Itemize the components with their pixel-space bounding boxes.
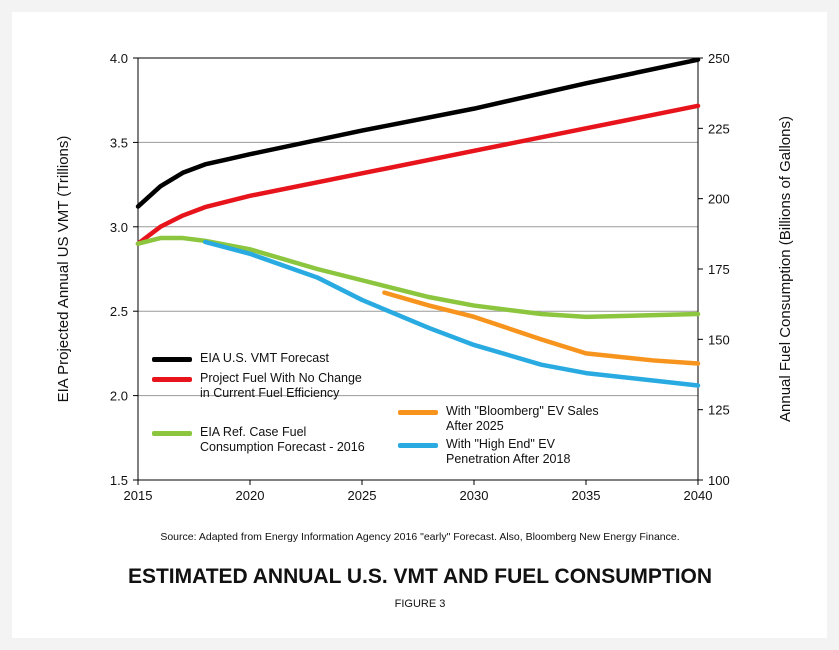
legend-swatch <box>152 377 192 382</box>
legend-swatch <box>152 357 192 362</box>
x-tick-label: 2035 <box>572 488 601 503</box>
y2-tick-label: 225 <box>708 121 730 136</box>
source: Source: Adapted from Energy Information … <box>160 531 679 543</box>
chart-subtitle: FIGURE 3 <box>395 598 446 610</box>
legend-label: With "Bloomberg" EV Sales After 2025 <box>446 404 599 433</box>
legend-label: With "High End" EV Penetration After 201… <box>446 437 571 466</box>
y2-tick-label: 250 <box>708 51 730 66</box>
series-line <box>135 235 701 320</box>
legend-label: EIA Ref. Case Fuel Consumption Forecast … <box>200 425 365 454</box>
x-tick-label: 2040 <box>684 488 713 503</box>
y2-tick-label: 100 <box>708 473 730 488</box>
legend-swatch <box>398 443 438 448</box>
y2-axis-label: Annual Fuel Consumption (Billions of Gal… <box>777 116 794 422</box>
y-tick-label: 1.5 <box>110 473 128 488</box>
y-tick-label: 2.5 <box>110 304 128 319</box>
x-tick-label: 2020 <box>236 488 265 503</box>
legend-label: EIA U.S. VMT Forecast <box>200 351 329 365</box>
series-line <box>135 103 701 246</box>
y2-tick-label: 150 <box>708 332 730 347</box>
y2-tick-label: 125 <box>708 403 730 418</box>
y-tick-label: 3.0 <box>110 220 128 235</box>
y2-tick-label: 175 <box>708 262 730 277</box>
x-tick-label: 2025 <box>348 488 377 503</box>
x-tick-label: 2015 <box>124 488 153 503</box>
x-tick-label: 2030 <box>460 488 489 503</box>
chart-title: ESTIMATED ANNUAL U.S. VMT AND FUEL CONSU… <box>128 565 712 588</box>
series-line <box>135 57 701 209</box>
plot-frame <box>137 57 699 481</box>
legend-label: Project Fuel With No Change in Current F… <box>200 371 362 400</box>
legend-swatch <box>398 410 438 415</box>
y-tick-label: 3.5 <box>110 135 128 150</box>
y-tick-label: 4.0 <box>110 51 128 66</box>
y-axis-label: EIA Projected Annual US VMT (Trillions) <box>55 136 72 403</box>
series-line <box>382 290 701 366</box>
legend-swatch <box>152 431 192 436</box>
series-line <box>202 239 701 388</box>
y2-tick-label: 200 <box>708 192 730 207</box>
y-tick-label: 2.0 <box>110 389 128 404</box>
